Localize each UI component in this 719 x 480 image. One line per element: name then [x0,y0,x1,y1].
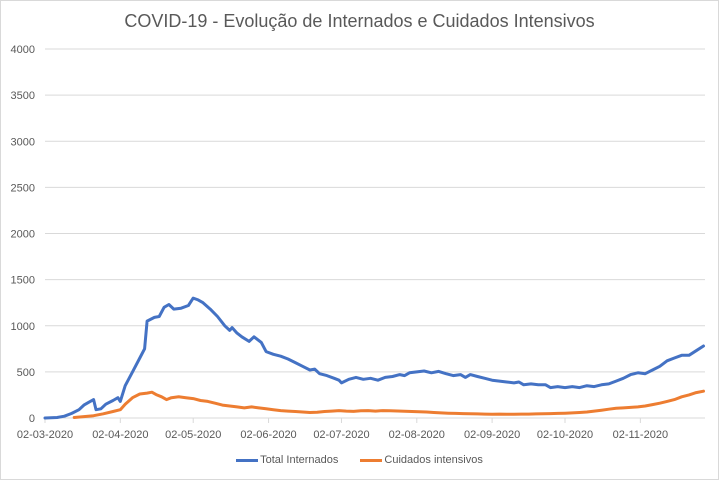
series-lines [43,296,705,420]
y-tick-label: 0 [29,413,35,425]
y-tick-label: 2000 [11,229,35,241]
legend-swatch-orange [360,458,383,462]
y-tick-label: 500 [17,367,35,379]
y-tick-label: 1000 [11,321,35,333]
series-line-cuidados-intensivos [72,389,705,419]
x-tick-label: 02-06-2020 [240,429,296,441]
legend-item-cuidados-intensivos: Cuidados intensivos [360,454,483,466]
legend: Total Internados Cuidados intensivos [0,454,719,466]
x-tick-label: 02-10-2020 [537,429,593,441]
legend-swatch-blue [236,458,259,462]
x-tick-label: 02-07-2020 [313,429,369,441]
chart-title: COVID-19 - Evolução de Internados e Cuid… [124,11,595,31]
y-axis-ticks: 0 500 1000 1500 2000 2500 3000 3500 4000 [11,44,35,425]
x-tick-label: 02-03-2020 [17,429,73,441]
legend-item-total-internados: Total Internados [236,454,338,466]
y-tick-label: 1500 [11,275,35,287]
y-tick-label: 3000 [11,136,35,148]
legend-label: Cuidados intensivos [384,454,483,466]
x-tick-label: 02-04-2020 [92,429,148,441]
series-line-total-internados [43,296,705,420]
legend-label: Total Internados [260,454,339,466]
y-tick-label: 4000 [11,44,35,56]
x-tick-label: 02-05-2020 [165,429,221,441]
y-tick-label: 3500 [11,90,35,102]
gridlines [45,48,705,373]
x-tick-label: 02-11-2020 [613,429,668,441]
x-tick-label: 02-08-2020 [389,429,445,441]
x-tick-label: 02-09-2020 [464,429,520,441]
y-tick-label: 2500 [11,182,35,194]
x-axis: 02-03-2020 02-04-2020 02-05-2020 02-06-2020… [17,417,705,441]
